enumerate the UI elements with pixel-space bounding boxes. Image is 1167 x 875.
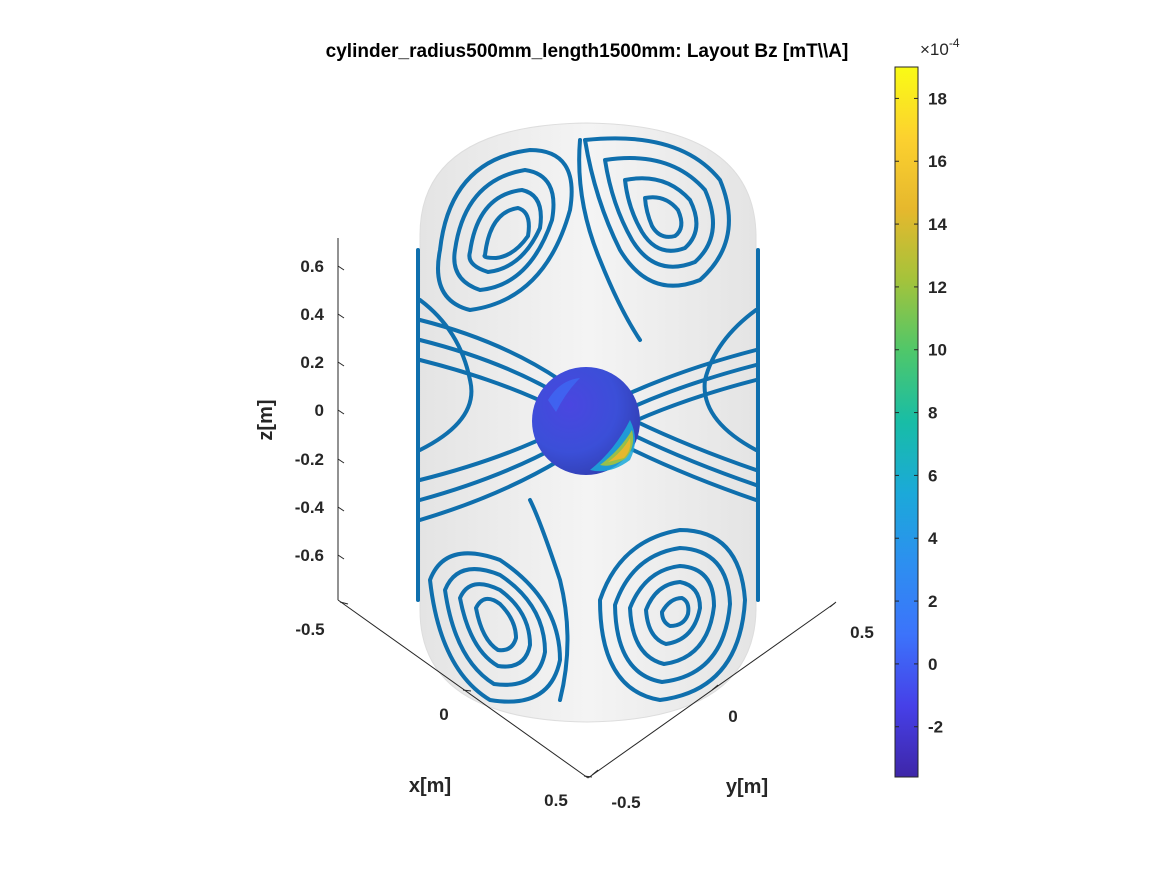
y-axis-label: y[m]	[726, 776, 768, 798]
x-axis-ticks: -0.5 0 0.5	[295, 620, 567, 810]
colorbar-tick-label: 4	[928, 529, 938, 548]
z-tick: 0	[315, 401, 324, 420]
y-tick: 0.5	[850, 623, 874, 642]
x-axis-label: x[m]	[409, 775, 451, 797]
colorbar-tick-label: 0	[928, 655, 937, 674]
y-axis-ticks: -0.5 0 0.5	[611, 623, 873, 812]
colorbar-gradient	[894, 66, 919, 778]
colorbar-tick-label: 16	[928, 152, 947, 171]
x-tick: -0.5	[295, 620, 324, 639]
z-tick: -0.2	[295, 450, 324, 469]
colorbar-exponent: ×10-4	[920, 36, 960, 59]
z-tick: -0.4	[295, 498, 325, 517]
z-axis-ticks: 0.6 0.4 0.2 0 -0.2 -0.4 -0.6	[295, 257, 325, 565]
x-tick: 0	[439, 705, 448, 724]
target-sphere	[532, 367, 640, 475]
colorbar-ticks: 18 16 14 12 10 8 6 4 2 0 -2	[895, 89, 947, 737]
colorbar-tick-label: 6	[928, 466, 937, 485]
coil-contours	[416, 136, 760, 704]
colorbar: 18 16 14 12 10 8 6 4 2 0 -2 ×10-4	[894, 36, 960, 778]
chart-title: cylinder_radius500mm_length1500mm: Layou…	[326, 41, 849, 62]
z-axis-label: z[m]	[255, 399, 277, 440]
colorbar-tick-label: 8	[928, 404, 937, 423]
z-tick: 0.4	[300, 305, 324, 324]
z-tick: 0.6	[300, 257, 324, 276]
y-tick: 0	[728, 707, 737, 726]
x-tick: 0.5	[544, 791, 568, 810]
colorbar-tick-label: 2	[928, 592, 937, 611]
colorbar-tick-label: -2	[928, 718, 943, 737]
colorbar-tick-label: 18	[928, 89, 947, 108]
y-tick: -0.5	[611, 793, 640, 812]
z-tick: -0.6	[295, 546, 324, 565]
colorbar-tick-label: 12	[928, 278, 947, 297]
colorbar-tick-label: 14	[928, 215, 947, 234]
colorbar-tick-label: 10	[928, 341, 947, 360]
z-tick: 0.2	[300, 353, 324, 372]
axes-lines	[337, 238, 837, 779]
